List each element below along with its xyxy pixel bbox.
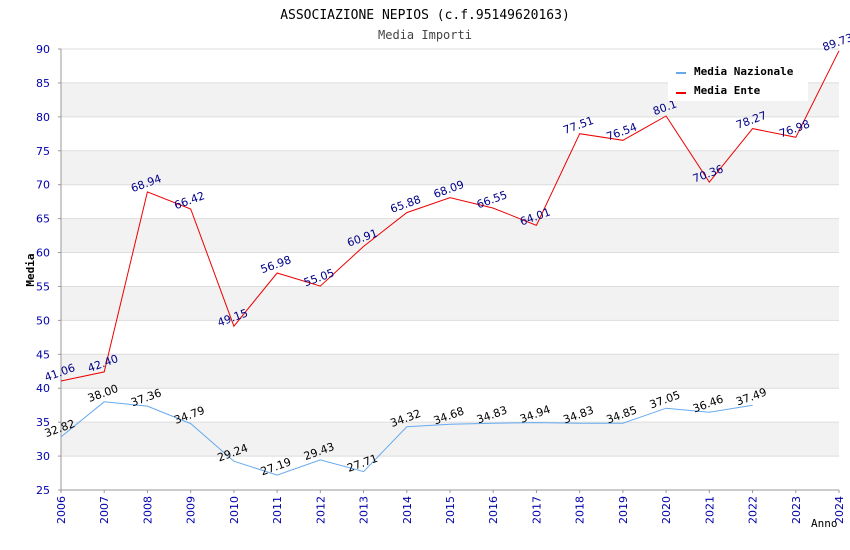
x-tick-label: 2015: [444, 496, 457, 524]
y-tick-label: 45: [36, 348, 50, 361]
x-tick-label: 2012: [314, 496, 327, 524]
series-lines: [60, 50, 840, 476]
y-tick-label: 85: [36, 77, 50, 90]
y-tick-label: 25: [36, 484, 50, 497]
y-tick-label: 75: [36, 145, 50, 158]
y-tick-label: 35: [36, 416, 50, 429]
y-tick-label: 40: [36, 382, 50, 395]
x-tick-label: 2006: [55, 496, 68, 524]
series-line-nazionale: [60, 401, 753, 476]
y-axis-label: Media: [24, 253, 37, 286]
chart-title: ASSOCIAZIONE NEPIOS (c.f.95149620163): [280, 8, 570, 23]
x-axis-label: Anno: [811, 517, 838, 530]
x-tick-label: 2017: [530, 496, 543, 524]
x-tick-label: 2022: [747, 496, 760, 524]
legend-box: [668, 61, 808, 101]
y-tick-label: 80: [36, 111, 50, 124]
x-tick-label: 2018: [574, 496, 587, 524]
legend-label-ente: Media Ente: [694, 84, 761, 97]
x-tick-label: 2010: [228, 496, 241, 524]
y-tick-label: 65: [36, 213, 50, 226]
y-tick-label: 70: [36, 179, 50, 192]
x-tick-label: 2013: [358, 496, 371, 524]
legend: Media Nazionale Media Ente: [668, 61, 808, 101]
series-line-ente: [60, 50, 840, 382]
x-tick-label: 2011: [271, 496, 284, 524]
grid-band: [61, 116, 839, 151]
y-tick-label: 90: [36, 43, 50, 56]
y-tick-label: 30: [36, 450, 50, 463]
x-tick-label: 2009: [185, 496, 198, 524]
grid-band: [61, 252, 839, 287]
grid-band: [61, 150, 839, 185]
grid-band: [61, 354, 839, 389]
x-tick-label: 2007: [98, 496, 111, 524]
grid-band: [61, 218, 839, 253]
y-tick-label: 50: [36, 314, 50, 327]
legend-label-nazionale: Media Nazionale: [694, 65, 794, 78]
x-tick-label: 2016: [487, 496, 500, 524]
x-tick-label: 2021: [703, 496, 716, 524]
chart-subtitle: Media Importi: [378, 28, 472, 42]
x-tick-label: 2019: [617, 496, 630, 524]
grid-band: [61, 184, 839, 219]
x-tick-label: 2024: [833, 496, 846, 524]
grid-band: [61, 388, 839, 423]
grid-band: [61, 422, 839, 457]
grid-band: [61, 320, 839, 355]
x-tick-label: 2014: [401, 496, 414, 524]
grid-band: [61, 286, 839, 321]
x-tick-label: 2023: [790, 496, 803, 524]
y-tick-label: 60: [36, 247, 50, 260]
axes: [58, 48, 840, 493]
x-tick-label: 2020: [660, 496, 673, 524]
grid-band: [61, 456, 839, 490]
y-tick-label: 55: [36, 280, 50, 293]
x-tick-labels: 2006 2007 2008 2009 2010 2011 2012 2013 2014 2015…: [55, 496, 846, 524]
x-tick-label: 2008: [141, 496, 154, 524]
y-tick-labels: 25 30 35 40 45 50 55 60 65 70 75 80 85 90: [36, 43, 50, 497]
